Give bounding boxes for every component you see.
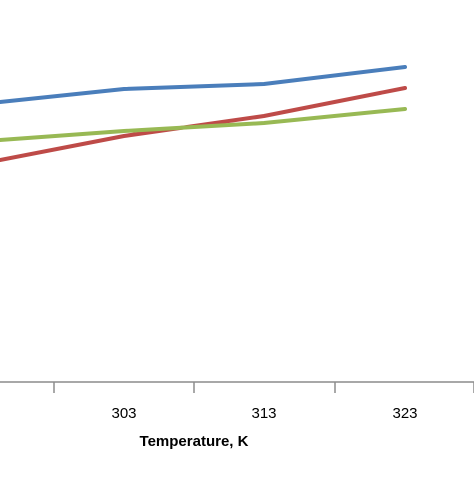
x-tick-label: 323 [392,405,417,422]
x-tick-label: 303 [111,405,136,422]
x-tick-label: 313 [251,405,276,422]
series-line [0,86,407,162]
x-axis-title: Temperature, K [140,433,249,450]
series-layer [0,65,407,162]
x-axis [0,381,474,393]
series-line [0,65,407,104]
x-tick-labels: 303 313 323 [111,405,417,422]
series-line [0,107,407,142]
